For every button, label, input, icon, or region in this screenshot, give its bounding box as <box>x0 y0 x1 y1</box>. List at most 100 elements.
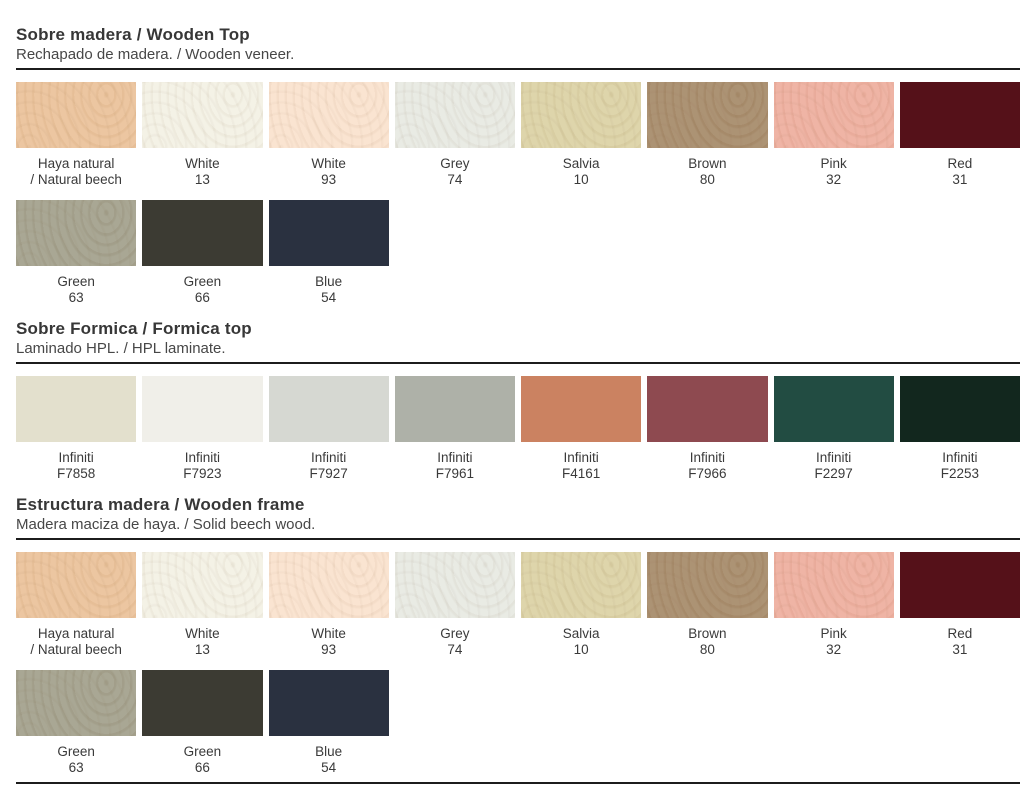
swatch-color-chip <box>268 552 389 618</box>
swatch-label: Infiniti F4161 <box>561 450 601 481</box>
swatch-color-chip <box>394 82 515 148</box>
swatch-color-chip <box>521 376 642 442</box>
swatch-infiniti-f7858: Infiniti F7858 <box>16 376 137 482</box>
finishes-catalog-page: Sobre madera / Wooden Top Rechapado de m… <box>16 26 1020 784</box>
swatch-salvia-10: Salvia 10 <box>521 82 642 188</box>
swatch-color-chip <box>394 552 515 618</box>
swatch-label: Pink 32 <box>820 156 847 187</box>
swatch-green-63: Green 63 <box>16 670 137 776</box>
section-subtitle: Rechapado de madera. / Wooden veneer. <box>16 46 295 63</box>
swatch-infiniti-f7966: Infiniti F7966 <box>647 376 768 482</box>
section-divider <box>16 362 1020 364</box>
swatch-label: Blue 54 <box>315 744 343 775</box>
swatch-label: Infiniti F7923 <box>183 450 222 481</box>
swatch-color-chip <box>647 376 768 442</box>
swatch-haya-natural-natural-beech: Haya natural / Natural beech <box>16 552 137 658</box>
section-subtitle: Madera maciza de haya. / Solid beech woo… <box>16 516 316 533</box>
swatch-color-chip <box>16 376 137 442</box>
swatch-label: White 93 <box>311 156 346 187</box>
swatch-color-chip <box>521 82 642 148</box>
swatch-blue-54: Blue 54 <box>268 670 389 776</box>
swatch-label: Salvia 10 <box>562 626 600 657</box>
swatch-infiniti-f7961: Infiniti F7961 <box>394 376 515 482</box>
section-title: Estructura madera / Wooden frame <box>16 495 305 514</box>
swatch-brown-80: Brown 80 <box>647 552 768 658</box>
swatch-label: Pink 32 <box>820 626 847 657</box>
swatch-color-chip <box>773 552 894 618</box>
swatch-color-chip <box>773 376 894 442</box>
swatch-color-chip <box>142 82 263 148</box>
swatch-color-chip <box>394 376 515 442</box>
swatch-infiniti-f7927: Infiniti F7927 <box>268 376 389 482</box>
swatch-white-13: White 13 <box>142 82 263 188</box>
swatch-white-93: White 93 <box>268 82 389 188</box>
swatch-label: Grey 74 <box>440 156 470 187</box>
swatch-label: White 13 <box>185 156 220 187</box>
swatch-color-chip <box>773 82 894 148</box>
swatch-label: Green 63 <box>57 274 95 305</box>
swatch-red-31: Red 31 <box>899 82 1020 188</box>
swatch-color-chip <box>16 670 137 736</box>
swatch-pink-32: Pink 32 <box>773 552 894 658</box>
swatch-color-chip <box>268 82 389 148</box>
swatch-label: Green 66 <box>183 274 222 305</box>
swatch-label: Blue 54 <box>315 274 343 305</box>
swatch-label: White 93 <box>311 626 346 657</box>
swatch-grey-74: Grey 74 <box>394 552 515 658</box>
swatch-green-66: Green 66 <box>142 670 263 776</box>
swatch-label: Infiniti F2297 <box>814 450 853 481</box>
swatch-salvia-10: Salvia 10 <box>521 552 642 658</box>
swatch-label: Green 66 <box>183 744 222 775</box>
swatch-color-chip <box>521 552 642 618</box>
swatch-color-chip <box>268 376 389 442</box>
swatch-label: Brown 80 <box>688 626 727 657</box>
swatch-white-13: White 13 <box>142 552 263 658</box>
swatch-green-66: Green 66 <box>142 200 263 306</box>
swatch-color-chip <box>268 670 389 736</box>
swatch-color-chip <box>16 82 137 148</box>
section-wooden-top: Sobre madera / Wooden Top Rechapado de m… <box>16 26 1020 306</box>
swatch-color-chip <box>899 82 1020 148</box>
section-subtitle: Laminado HPL. / HPL laminate. <box>16 340 226 357</box>
swatch-label: Infiniti F2253 <box>940 450 980 481</box>
swatch-color-chip <box>899 552 1020 618</box>
swatch-grid-wooden-top: Haya natural / Natural beech White 13 White 9… <box>16 82 1020 306</box>
swatch-color-chip <box>142 376 263 442</box>
swatch-infiniti-f7923: Infiniti F7923 <box>142 376 263 482</box>
swatch-grey-74: Grey 74 <box>394 82 515 188</box>
section-divider <box>16 538 1020 540</box>
swatch-label: Infiniti F7927 <box>309 450 348 481</box>
swatch-white-93: White 93 <box>268 552 389 658</box>
bottom-divider <box>16 782 1020 784</box>
swatch-label: Red 31 <box>947 156 973 187</box>
swatch-label: Salvia 10 <box>562 156 600 187</box>
swatch-color-chip <box>16 200 137 266</box>
swatch-brown-80: Brown 80 <box>647 82 768 188</box>
section-title: Sobre madera / Wooden Top <box>16 25 250 44</box>
swatch-color-chip <box>647 82 768 148</box>
swatch-haya-natural-natural-beech: Haya natural / Natural beech <box>16 82 137 188</box>
section-divider <box>16 68 1020 70</box>
swatch-infiniti-f4161: Infiniti F4161 <box>521 376 642 482</box>
swatch-grid-formica-top: Infiniti F7858 Infiniti F7923 Infiniti F7927 I… <box>16 376 1020 482</box>
swatch-label: Infiniti F7858 <box>56 450 96 481</box>
swatch-infiniti-f2253: Infiniti F2253 <box>899 376 1020 482</box>
swatch-color-chip <box>647 552 768 618</box>
swatch-green-63: Green 63 <box>16 200 137 306</box>
section-formica-top: Sobre Formica / Formica top Laminado HPL… <box>16 320 1020 482</box>
swatch-color-chip <box>268 200 389 266</box>
section-title: Sobre Formica / Formica top <box>16 319 252 338</box>
swatch-label: Brown 80 <box>688 156 727 187</box>
swatch-label: White 13 <box>185 626 220 657</box>
swatch-infiniti-f2297: Infiniti F2297 <box>773 376 894 482</box>
swatch-color-chip <box>899 376 1020 442</box>
swatch-color-chip <box>16 552 137 618</box>
swatch-color-chip <box>142 670 263 736</box>
swatch-label: Haya natural / Natural beech <box>30 156 122 187</box>
swatch-label: Green 63 <box>57 744 95 775</box>
swatch-red-31: Red 31 <box>899 552 1020 658</box>
swatch-color-chip <box>142 200 263 266</box>
section-wooden-frame: Estructura madera / Wooden frame Madera … <box>16 496 1020 776</box>
swatch-label: Infiniti F7961 <box>435 450 475 481</box>
swatch-blue-54: Blue 54 <box>268 200 389 306</box>
